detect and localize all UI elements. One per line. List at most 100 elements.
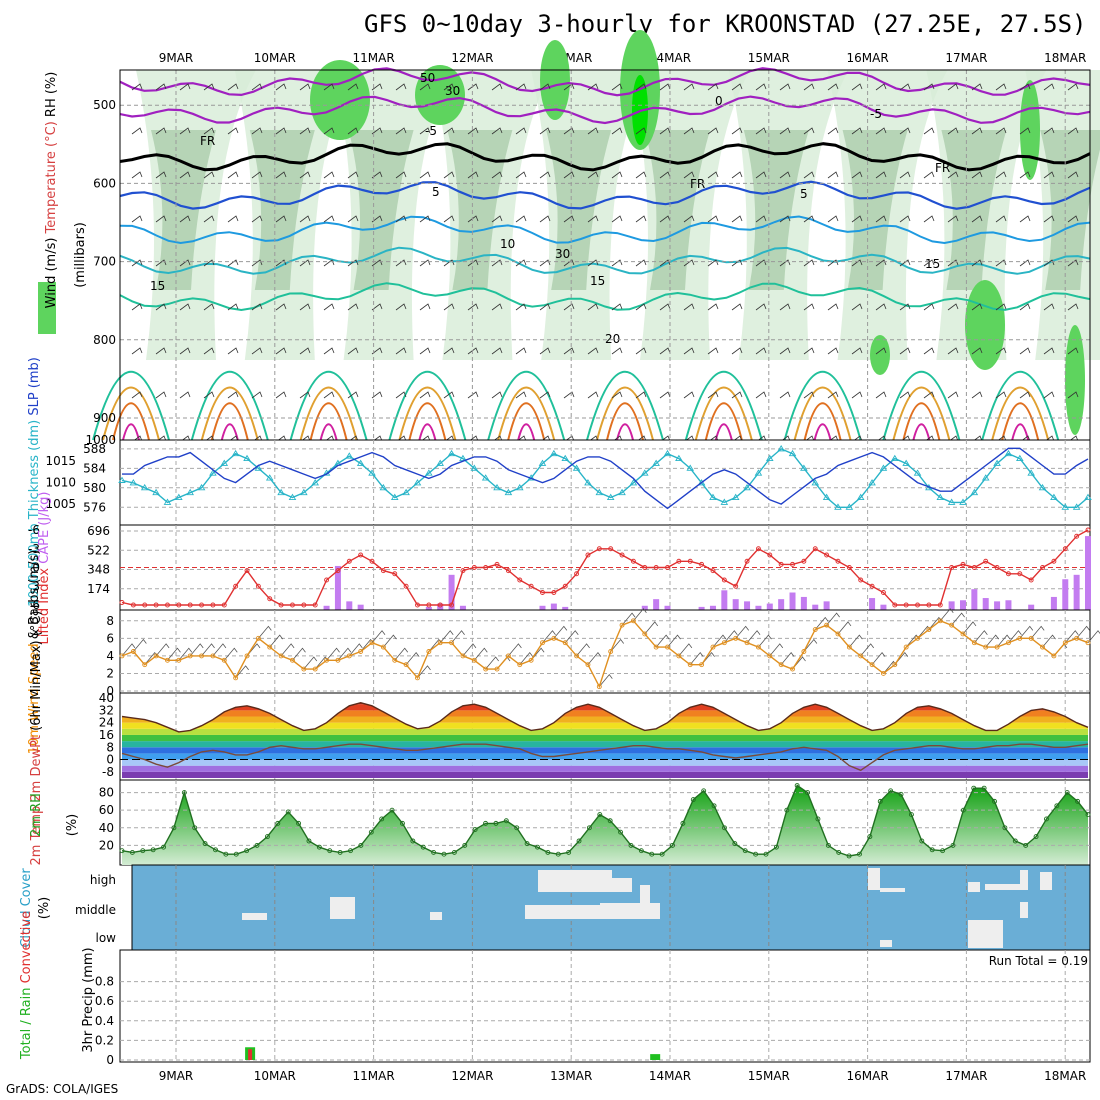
y-tick-label-left: 580 bbox=[83, 481, 106, 495]
wind-barb bbox=[947, 215, 959, 223]
thickness-series-point bbox=[345, 452, 354, 459]
lifted-index-series-point bbox=[846, 565, 852, 570]
wind-barb bbox=[251, 259, 263, 267]
lifted-index-series-point bbox=[642, 565, 648, 570]
lifted-index-series-point bbox=[324, 577, 330, 583]
wind-barb bbox=[371, 83, 383, 91]
wind-barb bbox=[755, 259, 767, 267]
cape-bar bbox=[789, 592, 796, 610]
rh-series-point bbox=[597, 812, 603, 818]
wind-barb bbox=[899, 215, 911, 223]
wind-barb bbox=[419, 391, 431, 399]
temperature-contour-warm bbox=[586, 371, 664, 441]
rh-series-point bbox=[1075, 798, 1081, 804]
rh-series-point bbox=[275, 820, 281, 826]
surface-wind-barb bbox=[371, 630, 386, 643]
wind-barb bbox=[443, 347, 455, 355]
thickness-series-point bbox=[652, 459, 660, 466]
wind-speed-series-point bbox=[369, 640, 375, 646]
temperature-ylabel-part: 2m Temp bbox=[29, 802, 44, 866]
wind-barb bbox=[227, 215, 239, 223]
wind-barb bbox=[371, 391, 383, 399]
rh-area bbox=[122, 785, 1088, 865]
wind-speed-series-point bbox=[267, 644, 273, 650]
thickness-series-point bbox=[697, 479, 706, 486]
wind-barb bbox=[803, 171, 815, 179]
surface-wind-barb bbox=[394, 647, 409, 661]
thickness-series-point bbox=[913, 469, 922, 476]
y-tick-label-left: 584 bbox=[83, 461, 106, 475]
cloud-cell bbox=[868, 868, 880, 890]
wind-barb bbox=[563, 347, 575, 355]
lifted-index-series-point bbox=[153, 602, 159, 608]
rh-series-point bbox=[815, 816, 821, 822]
thickness-slp-panel-frame bbox=[119, 439, 1091, 526]
rh-legend-swatch bbox=[38, 282, 56, 334]
lifted-index-series-point bbox=[880, 590, 886, 595]
cloud-cell bbox=[968, 920, 1003, 948]
wind-speed-series-point bbox=[744, 640, 750, 646]
wind-barb bbox=[1067, 127, 1079, 135]
wind-barb bbox=[347, 83, 359, 91]
surface-wind-barb bbox=[724, 630, 738, 643]
surface-wind-barb bbox=[814, 616, 829, 630]
temperature-contour-warm bbox=[694, 386, 753, 441]
temperature-band bbox=[122, 747, 1088, 754]
wind-barb bbox=[275, 347, 287, 355]
rh-series-point bbox=[264, 834, 270, 840]
temperature-contour-warm bbox=[200, 386, 259, 441]
temperature-band bbox=[122, 710, 1088, 717]
lifted-index-series-point bbox=[983, 558, 989, 564]
thickness-series-point bbox=[288, 493, 297, 500]
temperature-contour-warm bbox=[714, 423, 733, 441]
temperature-contour-warm bbox=[606, 402, 644, 441]
y-tick-label-left: -6 bbox=[28, 523, 40, 537]
lifted-index-series-point bbox=[415, 602, 420, 608]
y-tick-label: 6 bbox=[106, 631, 114, 645]
wind-barb bbox=[587, 303, 599, 311]
cape-bar bbox=[869, 598, 876, 610]
wind-barb bbox=[539, 127, 551, 135]
surface-wind-barb bbox=[769, 643, 784, 657]
wind-barb bbox=[779, 347, 791, 355]
temperature-contour-warm bbox=[616, 423, 634, 441]
cape-bar bbox=[1028, 604, 1035, 610]
surface-wind-barb bbox=[473, 647, 488, 661]
rh-shading-mid bbox=[348, 130, 414, 290]
temperature-contour-warm bbox=[112, 402, 150, 441]
wind-barb bbox=[275, 83, 287, 91]
lifted-index-series-point bbox=[142, 602, 148, 608]
rh-series-point bbox=[483, 820, 488, 826]
thickness-series-point bbox=[754, 469, 763, 476]
thickness-slp-ylabel: 1000-500mb Thickness (dm) SLP (mb) bbox=[27, 357, 42, 607]
wind-barb bbox=[371, 171, 383, 179]
wind-barb bbox=[899, 171, 911, 179]
surface-wind-barb bbox=[996, 634, 1011, 648]
surface-wind-barb bbox=[951, 612, 965, 626]
surface-wind-barb bbox=[337, 647, 352, 661]
lifted-index-series-point bbox=[767, 552, 773, 558]
surface-wind-barb bbox=[633, 608, 647, 622]
surface-wind-barb bbox=[689, 652, 704, 665]
rh-series-point bbox=[888, 788, 894, 794]
lifted-index-series-point bbox=[233, 583, 239, 589]
wind-barb bbox=[419, 171, 431, 179]
rh-series bbox=[121, 784, 1089, 857]
wind-barb bbox=[851, 303, 863, 311]
rh-series-point bbox=[1054, 803, 1060, 809]
wind-barb bbox=[755, 171, 767, 179]
contour-label: -5 bbox=[425, 124, 437, 138]
wind-barb bbox=[347, 215, 359, 223]
temperature-contour-warm bbox=[803, 402, 842, 441]
thickness-series-point bbox=[618, 488, 626, 496]
cape-bar bbox=[721, 590, 728, 610]
wind-barb bbox=[539, 347, 551, 355]
upper-air-ylabel-part: RH (%) bbox=[44, 72, 59, 117]
wind-barb bbox=[659, 215, 671, 223]
surface-wind-barb bbox=[826, 612, 840, 626]
x-tick-label-bottom: 14MAR bbox=[649, 1069, 691, 1083]
wind-barb bbox=[947, 303, 959, 311]
surface-wind-barb bbox=[644, 621, 659, 635]
wind-barb bbox=[563, 83, 575, 91]
wind-barb bbox=[1043, 127, 1055, 135]
